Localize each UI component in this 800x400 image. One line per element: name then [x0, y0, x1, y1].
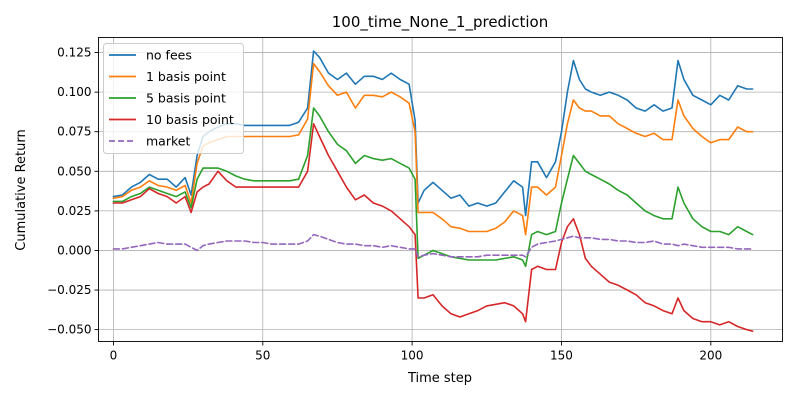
x-tick-label: 100: [401, 349, 424, 363]
y-axis-label: Cumulative Return: [14, 129, 29, 250]
grid-lines: [98, 37, 783, 342]
x-tick-label: 200: [699, 349, 722, 363]
legend-label: 10 basis point: [146, 112, 234, 127]
y-tick-label: 0.050: [57, 164, 91, 178]
x-axis-ticks: 0 50 100 150 200: [110, 341, 722, 363]
y-tick-label: 0.100: [57, 85, 91, 99]
x-tick-label: 0: [110, 349, 118, 363]
y-axis-ticks: −0.050 −0.025 0.000 0.025 0.050 0.075 0.100 0.1…: [47, 46, 99, 337]
series-line-market: [112, 233, 754, 258]
y-tick-label: 0.125: [57, 46, 91, 60]
x-tick-label: 150: [550, 349, 573, 363]
legend-box: [103, 43, 244, 154]
y-tick-label: −0.025: [47, 283, 91, 297]
x-tick-label: 50: [255, 349, 270, 363]
y-tick-label: 0.000: [57, 243, 91, 257]
legend: no fees 1 basis point 5 basis point 10 basi…: [103, 43, 244, 154]
chart-title: 100_time_None_1_prediction: [332, 13, 548, 32]
plot-frame: [98, 37, 783, 342]
legend-label: no fees: [146, 48, 192, 63]
legend-label: 5 basis point: [146, 91, 226, 106]
y-tick-label: 0.075: [57, 125, 91, 139]
series-line-5-basis-point: [112, 107, 754, 268]
legend-label: 1 basis point: [146, 69, 226, 84]
x-axis-label: Time step: [407, 371, 472, 386]
legend-label: market: [146, 134, 190, 149]
y-tick-label: 0.025: [57, 204, 91, 218]
y-tick-label: −0.050: [47, 323, 91, 337]
series-line-10-basis-point: [112, 123, 754, 333]
